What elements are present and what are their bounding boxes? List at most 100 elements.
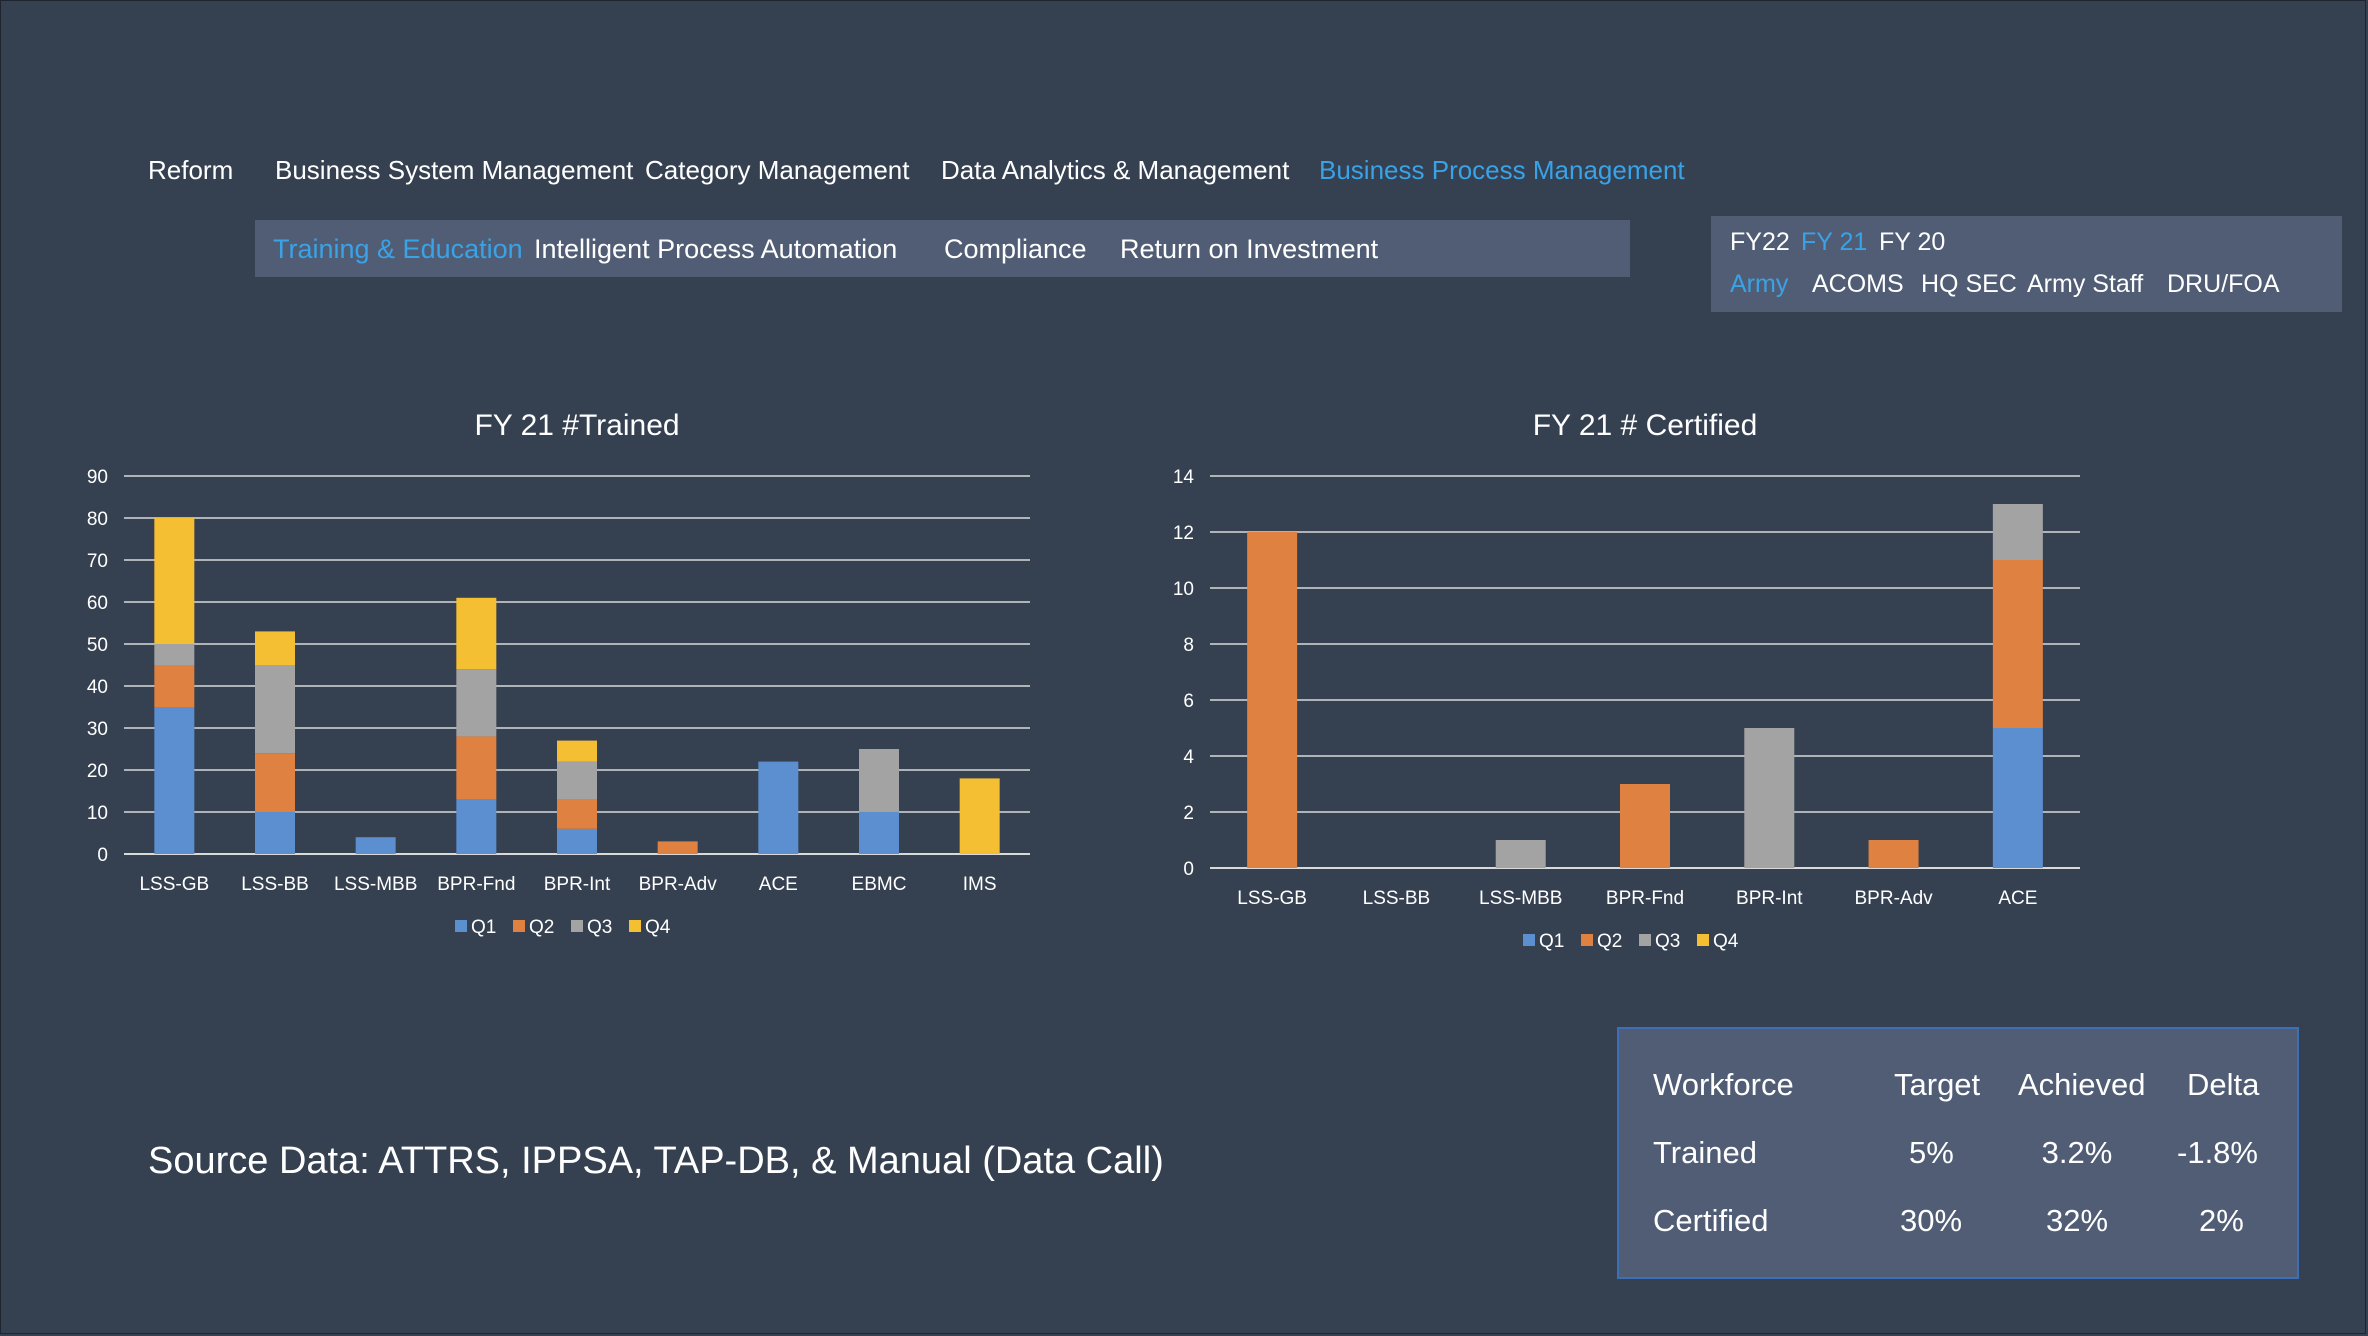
- trained-y-tick-label: 0: [97, 845, 108, 866]
- trained-bar-q4: [255, 631, 295, 665]
- tab-intelligent-process-automation[interactable]: Intelligent Process Automation: [534, 234, 898, 264]
- trained-bar-q4: [154, 518, 195, 644]
- trained-bar-q2: [456, 736, 497, 800]
- certified-bar-q2: [1992, 560, 2043, 728]
- certified-chart: FY 21 # Certified 0 2 4 6 8 10 12 14 LSS-GB LSS-BB…: [1145, 390, 2105, 975]
- certified-legend-label: Q3: [1655, 931, 1680, 952]
- kpi-header-workforce: Workforce: [1653, 1067, 1794, 1102]
- trained-x-tick-label: ACE: [759, 874, 798, 895]
- certified-legend-label: Q2: [1597, 931, 1622, 952]
- trained-y-tick-label: 80: [87, 509, 108, 530]
- trained-chart-title: FY 21 #Trained: [474, 409, 679, 442]
- trained-x-tick-label: EBMC: [852, 874, 907, 895]
- kpi-header-target: Target: [1894, 1067, 1981, 1102]
- trained-legend-label: Q3: [587, 917, 612, 938]
- tab-return-on-investment[interactable]: Return on Investment: [1120, 234, 1379, 264]
- kpi-trained-achieved: 3.2%: [2041, 1135, 2113, 1170]
- trained-bar-q1: [557, 828, 597, 854]
- trained-legend-label: Q4: [645, 917, 671, 938]
- filter-org-dru-foa[interactable]: DRU/FOA: [2167, 270, 2280, 298]
- certified-y-tick-label: 2: [1183, 803, 1194, 824]
- certified-legend-swatch: [1697, 934, 1709, 946]
- trained-x-tick-label: IMS: [963, 874, 997, 895]
- kpi-certified-delta: 2%: [2199, 1203, 2244, 1238]
- kpi-table: Workforce Target Achieved Delta Trained …: [1617, 1027, 2299, 1279]
- trained-bar-q1: [255, 812, 295, 854]
- trained-x-tick-label: LSS-BB: [241, 874, 309, 895]
- trained-bar-q2: [255, 753, 295, 812]
- trained-bar-q3: [557, 761, 597, 800]
- certified-legend-label: Q4: [1713, 931, 1739, 952]
- certified-legend-swatch: [1523, 934, 1535, 946]
- filter-org-hq-sec[interactable]: HQ SEC: [1921, 270, 2017, 298]
- trained-y-tick-label: 10: [87, 803, 108, 824]
- sub-nav: Training & Education Intelligent Process…: [255, 220, 1630, 277]
- trained-bar-q3: [859, 749, 899, 812]
- certified-y-tick-label: 6: [1183, 691, 1194, 712]
- trained-y-tick-label: 50: [87, 635, 108, 656]
- tab-training-education[interactable]: Training & Education: [273, 234, 523, 264]
- nav-category-management[interactable]: Category Management: [645, 155, 910, 185]
- trained-bar-q4: [456, 597, 497, 670]
- certified-bar-q2: [1620, 784, 1670, 868]
- filter-year-fy21[interactable]: FY 21: [1801, 228, 1868, 256]
- certified-x-tick-label: LSS-BB: [1363, 888, 1431, 909]
- kpi-header-achieved: Achieved: [2018, 1067, 2146, 1102]
- trained-x-tick-label: LSS-MBB: [334, 874, 417, 895]
- certified-x-tick-label: LSS-GB: [1237, 888, 1307, 909]
- tab-compliance[interactable]: Compliance: [944, 234, 1087, 264]
- trained-y-tick-label: 60: [87, 593, 108, 614]
- certified-bar-q3: [1744, 728, 1795, 868]
- trained-y-tick-label: 70: [87, 551, 108, 572]
- certified-bar-q1: [1992, 728, 2043, 868]
- trained-chart: FY 21 #Trained 0 10 20 30 40 50 60 70 80 90 LSS-GB L…: [60, 390, 1060, 965]
- trained-legend-label: Q1: [471, 917, 496, 938]
- certified-bar-q2: [1868, 840, 1919, 868]
- nav-business-system-management[interactable]: Business System Management: [275, 155, 634, 185]
- certified-y-tick-label: 4: [1183, 747, 1194, 768]
- trained-legend-swatch: [513, 920, 525, 932]
- certified-bar-q3: [1495, 840, 1546, 868]
- trained-legend-swatch: [455, 920, 467, 932]
- trained-x-tick-label: BPR-Int: [544, 874, 611, 895]
- trained-x-tick-label: BPR-Adv: [639, 874, 718, 895]
- certified-x-tick-label: LSS-MBB: [1479, 888, 1562, 909]
- filter-org-army[interactable]: Army: [1730, 270, 1789, 298]
- kpi-row-label-certified: Certified: [1653, 1203, 1769, 1238]
- filter-year-fy22[interactable]: FY22: [1730, 228, 1790, 256]
- trained-bar-q4: [959, 778, 1000, 854]
- trained-bar-q2: [657, 841, 698, 854]
- filter-org-army-staff[interactable]: Army Staff: [2027, 270, 2144, 298]
- nav-business-process-management[interactable]: Business Process Management: [1319, 155, 1685, 185]
- trained-y-tick-label: 40: [87, 677, 108, 698]
- kpi-header-delta: Delta: [2187, 1067, 2260, 1102]
- trained-bar-q1: [355, 837, 396, 854]
- trained-bar-q1: [758, 761, 799, 854]
- trained-bar-q3: [154, 644, 195, 665]
- certified-bar-q2: [1247, 532, 1298, 868]
- kpi-trained-delta: -1.8%: [2177, 1135, 2258, 1170]
- filter-panel: FY22 FY 21 FY 20 Army ACOMS HQ SEC Army …: [1711, 216, 2342, 312]
- certified-legend-swatch: [1581, 934, 1593, 946]
- source-note: Source Data: ATTRS, IPPSA, TAP-DB, & Man…: [148, 1140, 1164, 1182]
- certified-legend-swatch: [1639, 934, 1651, 946]
- certified-y-tick-label: 14: [1173, 467, 1195, 488]
- certified-chart-title: FY 21 # Certified: [1533, 409, 1758, 442]
- trained-x-tick-label: LSS-GB: [139, 874, 209, 895]
- certified-x-tick-label: BPR-Int: [1736, 888, 1803, 909]
- trained-bar-q1: [456, 799, 497, 854]
- certified-chart-svg: FY 21 # Certified 0 2 4 6 8 10 12 14 LSS-GB LSS-BB…: [1173, 409, 2080, 952]
- trained-chart-svg: FY 21 #Trained 0 10 20 30 40 50 60 70 80 90 LSS-GB L…: [87, 409, 1030, 938]
- nav-data-analytics-management[interactable]: Data Analytics & Management: [941, 155, 1290, 185]
- trained-legend-swatch: [629, 920, 641, 932]
- nav-reform[interactable]: Reform: [148, 155, 234, 185]
- filter-org-acoms[interactable]: ACOMS: [1812, 270, 1904, 298]
- kpi-certified-target: 30%: [1900, 1203, 1963, 1238]
- trained-bar-q3: [456, 669, 497, 737]
- trained-x-tick-label: BPR-Fnd: [437, 874, 515, 895]
- trained-y-tick-label: 90: [87, 467, 108, 488]
- kpi-trained-target: 5%: [1909, 1135, 1954, 1170]
- certified-bar-q3: [1992, 504, 2043, 560]
- filter-year-fy20[interactable]: FY 20: [1879, 228, 1946, 256]
- certified-x-tick-label: BPR-Fnd: [1606, 888, 1684, 909]
